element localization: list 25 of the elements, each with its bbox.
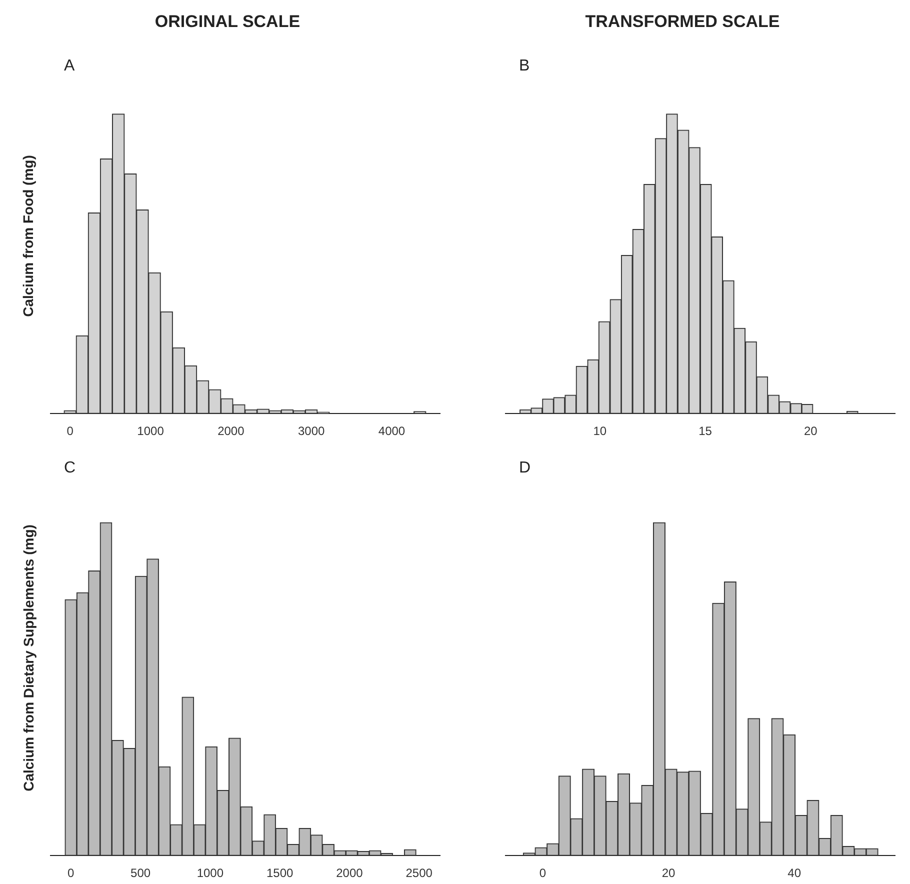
x-tick-label: 1000 [196, 866, 224, 880]
x-tick-label: 20 [662, 866, 676, 880]
text: B [519, 57, 530, 74]
x-tick-label: 0 [539, 866, 546, 880]
x-tick-label: 500 [130, 866, 151, 880]
y-axis-title: Calcium from Food (mg) [20, 155, 36, 317]
x-tick-label: 0 [66, 424, 74, 438]
x-tick-label: 2000 [336, 866, 364, 880]
x-tick-label: 2000 [218, 424, 245, 438]
text: A [64, 57, 75, 74]
x-tick-label: 3000 [298, 424, 326, 438]
x-tick-label: 1500 [266, 866, 294, 880]
y-axis-title: Calcium from Dietary Supplements (mg) [20, 524, 36, 792]
x-tick-label: 2500 [406, 866, 433, 880]
x-tick-label: 1000 [137, 424, 164, 438]
x-tick-label: 20 [804, 424, 818, 438]
chart-title: TRANSFORMED SCALE [584, 12, 781, 32]
chart-title: ORIGINAL SCALE [154, 12, 302, 32]
x-tick-label: 10 [593, 424, 607, 438]
text: D [519, 459, 531, 476]
x-tick-label: 40 [788, 866, 802, 880]
x-tick-label: 4000 [378, 424, 406, 438]
x-tick-label: 15 [698, 424, 712, 438]
x-tick-label: 0 [68, 866, 75, 880]
text: C [64, 459, 76, 476]
